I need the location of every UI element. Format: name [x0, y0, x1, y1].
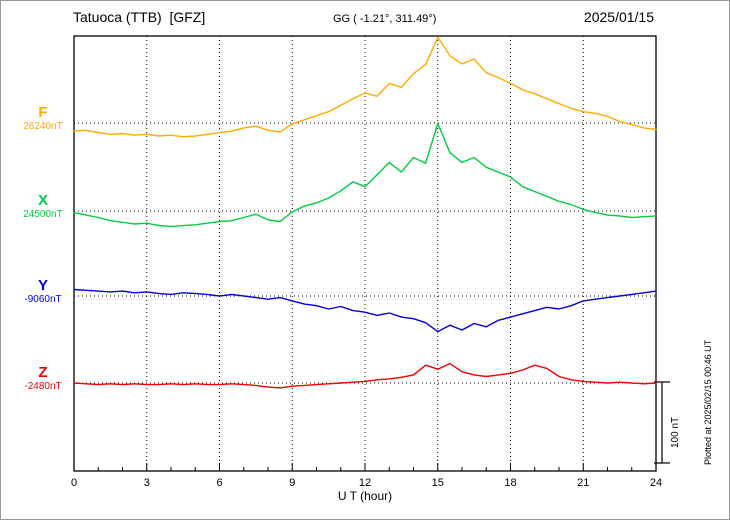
series-name-Y: Y	[37, 277, 48, 294]
svg-text:15: 15	[432, 477, 444, 489]
scale-bar-label: 100 nT	[670, 416, 681, 448]
station-title: Tatuoca (TTB) [GFZ]	[73, 9, 206, 25]
series-name-Z: Z	[38, 364, 48, 381]
svg-text:12: 12	[359, 477, 371, 489]
svg-text:3: 3	[144, 477, 150, 489]
series-baseline-Z: -2480nT	[24, 381, 62, 392]
svg-text:6: 6	[216, 477, 222, 489]
svg-text:18: 18	[504, 477, 516, 489]
series-label-Z: Z -2480nT	[13, 365, 73, 393]
svg-text:24: 24	[650, 477, 662, 489]
series-baseline-X: 24500nT	[23, 209, 63, 220]
series-name-F: F	[38, 104, 48, 121]
series-baseline-Y: -9060nT	[24, 294, 62, 305]
svg-text:21: 21	[577, 477, 589, 489]
svg-text:9: 9	[289, 477, 295, 489]
plotted-at-note: Plotted at 2025/02/15 00:46 UT	[703, 339, 713, 465]
x-axis-label: U T (hour)	[337, 489, 393, 503]
series-label-X: X 24500nT	[13, 193, 73, 221]
series-label-F: F 26240nT	[13, 105, 73, 133]
series-label-Y: Y -9060nT	[13, 278, 73, 306]
gg-coordinates: GG ( -1.21°, 311.49°)	[333, 13, 437, 25]
plot-date: 2025/01/15	[583, 9, 654, 25]
svg-text:0: 0	[71, 477, 77, 489]
series-baseline-F: 26240nT	[23, 121, 63, 132]
series-name-X: X	[37, 192, 48, 209]
